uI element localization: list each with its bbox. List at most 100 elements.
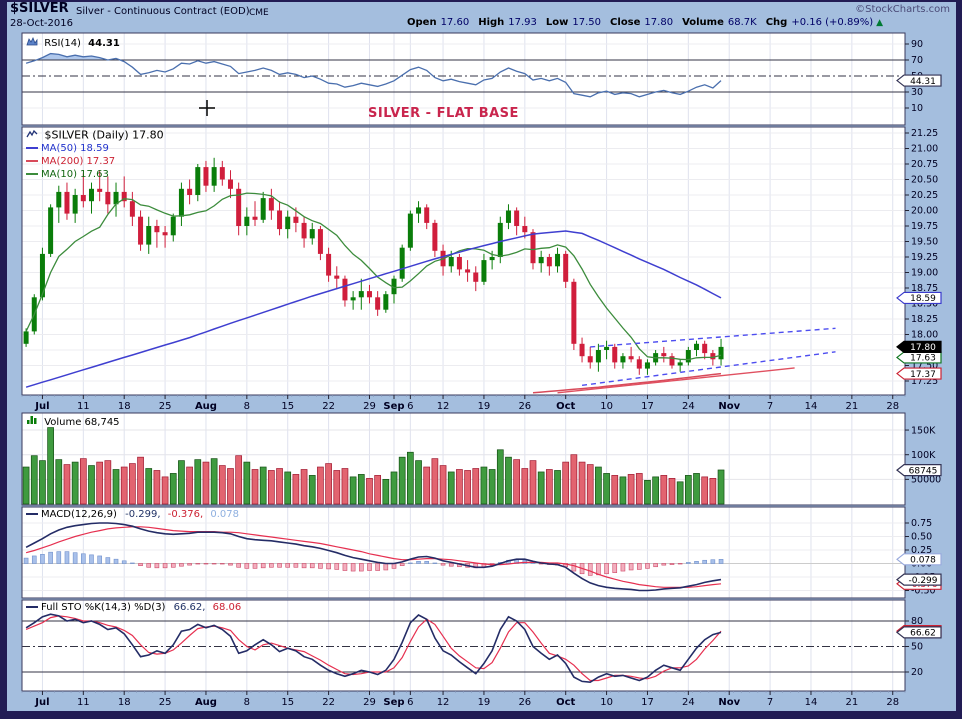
svg-text:10: 10	[600, 401, 613, 412]
svg-text:6: 6	[407, 697, 413, 708]
svg-text:70: 70	[911, 55, 923, 66]
svg-text:8: 8	[244, 401, 250, 412]
stoch-k-value: 66.62,	[173, 602, 206, 613]
svg-text:17.80: 17.80	[910, 343, 936, 353]
ma200-line-swatch	[26, 160, 38, 162]
svg-text:28: 28	[886, 697, 899, 708]
svg-text:25: 25	[159, 697, 172, 708]
svg-text:11: 11	[77, 697, 90, 708]
macd-value: -0.299,	[125, 509, 161, 520]
macd-signal-value: -0.376,	[167, 509, 204, 520]
rsi-line	[25, 52, 722, 98]
svg-text:29: 29	[363, 401, 376, 412]
svg-text:18: 18	[118, 401, 131, 412]
price-chart-icon	[26, 129, 38, 142]
ma50-line-swatch	[26, 147, 38, 149]
svg-text:Sep: Sep	[383, 697, 404, 708]
svg-text:-0.50: -0.50	[911, 586, 936, 597]
rsi-indicator-icon	[26, 36, 38, 50]
svg-text:20.75: 20.75	[911, 159, 938, 170]
svg-text:21.00: 21.00	[911, 144, 938, 155]
svg-text:26: 26	[518, 401, 531, 412]
svg-text:17: 17	[641, 697, 654, 708]
stoch-label: Full STO %K(14,3) %D(3)	[41, 602, 166, 613]
svg-text:Jul: Jul	[34, 401, 49, 412]
svg-text:12: 12	[437, 401, 450, 412]
svg-text:0.50: 0.50	[911, 532, 932, 543]
svg-text:10: 10	[600, 697, 613, 708]
svg-text:30: 30	[911, 87, 923, 98]
volume-legend-label: Volume 68,745	[44, 417, 120, 428]
chg-up-arrow-icon: ▲	[876, 18, 884, 28]
crosshair-cursor[interactable]	[199, 100, 215, 116]
close-value: 17.80	[644, 17, 674, 28]
symbol-name: Silver - Continuous Contract (EOD)	[76, 6, 250, 17]
svg-text:-0.299: -0.299	[908, 576, 937, 586]
ma50-label: MA(50) 18.59	[41, 143, 109, 154]
ma200-legend: MA(200) 17.37	[26, 156, 115, 168]
macd-line	[25, 522, 722, 592]
svg-text:Jul: Jul	[34, 697, 49, 708]
svg-text:6: 6	[407, 401, 413, 412]
high-label: High	[478, 17, 505, 28]
macd-signal-line	[25, 526, 722, 588]
svg-text:Nov: Nov	[718, 401, 740, 412]
svg-text:19.50: 19.50	[911, 237, 938, 248]
stoch-legend: Full STO %K(14,3) %D(3) 66.62, 68.06	[26, 602, 241, 614]
high-value: 17.93	[508, 17, 537, 28]
svg-text:29: 29	[363, 697, 376, 708]
chart-date: 28-Oct-2016	[10, 18, 73, 29]
svg-text:7: 7	[767, 697, 773, 708]
svg-text:15: 15	[281, 697, 294, 708]
svg-text:22: 22	[322, 401, 335, 412]
svg-text:21.25: 21.25	[911, 128, 938, 139]
stockcharts-credit: ©StockCharts.com	[855, 4, 950, 15]
rsi-value: 44.31	[88, 38, 120, 49]
stoch-d-value: 68.06	[212, 602, 242, 613]
svg-text:20.25: 20.25	[911, 190, 938, 201]
svg-text:25: 25	[159, 401, 172, 412]
ma10-line	[25, 192, 722, 361]
close-label: Close	[610, 17, 641, 28]
chg-value: +0.16 (+0.89%)	[791, 17, 874, 28]
svg-text:0.25: 0.25	[911, 545, 932, 556]
svg-text:20.00: 20.00	[911, 206, 938, 217]
svg-text:44.31: 44.31	[910, 77, 936, 87]
svg-text:19.00: 19.00	[911, 268, 938, 279]
svg-text:18.25: 18.25	[911, 314, 938, 325]
quote-bar: Open 17.60 High 17.93 Low 17.50 Close 17.80 Volu…	[398, 17, 883, 29]
svg-text:24: 24	[682, 401, 695, 412]
svg-text:10: 10	[911, 103, 923, 114]
rsi-label: RSI(14)	[44, 38, 81, 49]
svg-text:Oct: Oct	[556, 697, 575, 708]
stoch-panel	[21, 599, 906, 692]
open-label: Open	[407, 17, 437, 28]
svg-text:68745: 68745	[909, 466, 938, 476]
ma50-legend: MA(50) 18.59	[26, 143, 109, 155]
svg-text:19: 19	[478, 401, 491, 412]
svg-text:20.50: 20.50	[911, 175, 938, 186]
macd-label: MACD(12,26,9)	[41, 509, 117, 520]
svg-text:8: 8	[244, 697, 250, 708]
svg-text:Oct: Oct	[556, 401, 575, 412]
svg-text:50: 50	[911, 642, 923, 653]
svg-text:17: 17	[641, 401, 654, 412]
chg-label: Chg	[765, 17, 788, 28]
ma50-line	[25, 230, 722, 388]
svg-text:50000: 50000	[911, 475, 941, 486]
svg-text:14: 14	[805, 697, 818, 708]
price-legend-title-row: $SILVER (Daily) 17.80	[26, 129, 164, 142]
svg-text:19.75: 19.75	[911, 221, 938, 232]
svg-text:21: 21	[845, 401, 858, 412]
stoch-k-line	[25, 613, 722, 684]
stoch-d-line	[25, 615, 722, 682]
axis-tags: 18.5917.3717.6317.8044.3168745-0.3760.07…	[896, 74, 942, 639]
bottom-date-axis: Jul 11 18 25 Aug 8 15 22 29 Sep 6 12 19 26 Oct 10 17 24 No…	[21, 691, 906, 708]
svg-text:26: 26	[518, 697, 531, 708]
trendline-1	[581, 351, 836, 387]
svg-text:18.59: 18.59	[910, 294, 936, 304]
macd-panel	[21, 506, 906, 599]
svg-text:15: 15	[281, 401, 294, 412]
low-label: Low	[545, 17, 569, 28]
